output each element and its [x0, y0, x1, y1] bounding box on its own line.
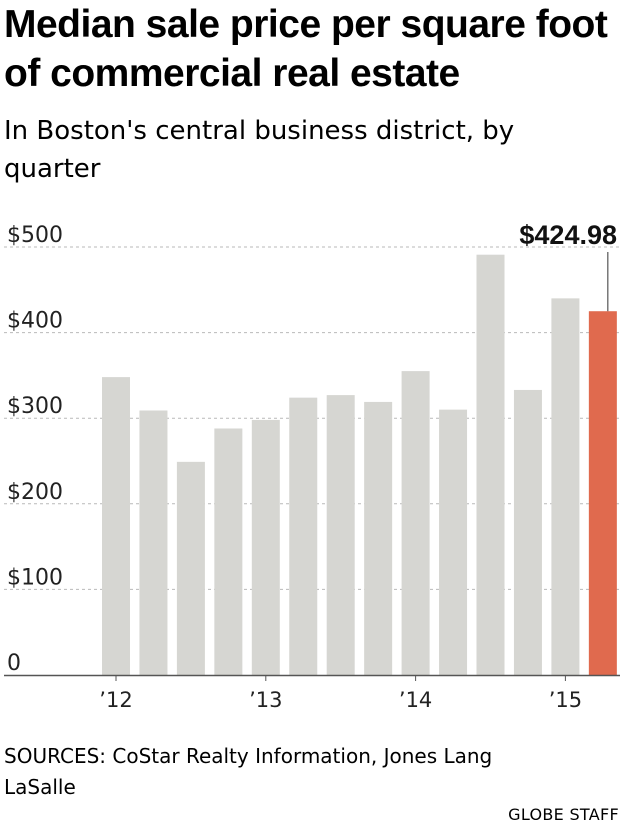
y-tick-label: $100	[7, 565, 63, 590]
y-tick-label: $300	[7, 394, 63, 419]
annotation-label: $424.98	[519, 220, 617, 250]
bar	[513, 389, 542, 675]
bar	[439, 409, 468, 675]
x-tick-label: ’15	[549, 688, 582, 712]
bar	[401, 371, 430, 675]
y-tick-label: $200	[7, 480, 63, 505]
bar	[251, 419, 280, 675]
highlighted-bar	[588, 311, 617, 675]
bar	[551, 298, 580, 675]
bar	[214, 428, 243, 675]
chart-title: Median sale price per square foot of com…	[4, 3, 608, 95]
y-tick-label: 0	[7, 651, 21, 676]
x-tick-label: ’14	[399, 688, 432, 712]
bar	[326, 395, 355, 675]
chart-subtitle: In Boston's central business district, b…	[4, 116, 515, 184]
bar	[289, 397, 318, 675]
credit-label: GLOBE STAFF	[508, 805, 619, 824]
bar	[364, 401, 393, 675]
x-tick-label: ’13	[249, 688, 282, 712]
bar	[476, 254, 505, 676]
x-tick-label: ’12	[99, 688, 132, 712]
source-note: SOURCES: CoStar Realty Information, Jone…	[4, 744, 493, 799]
bar	[176, 461, 205, 675]
bar-chart: 0 $100 $200 $300 $400 $500 ’12 ’13 ’14 ’15 $424.98	[4, 220, 620, 712]
y-tick-label: $400	[7, 309, 63, 334]
bar	[102, 377, 130, 675]
y-tick-label: $500	[7, 223, 63, 248]
bar	[139, 410, 168, 675]
